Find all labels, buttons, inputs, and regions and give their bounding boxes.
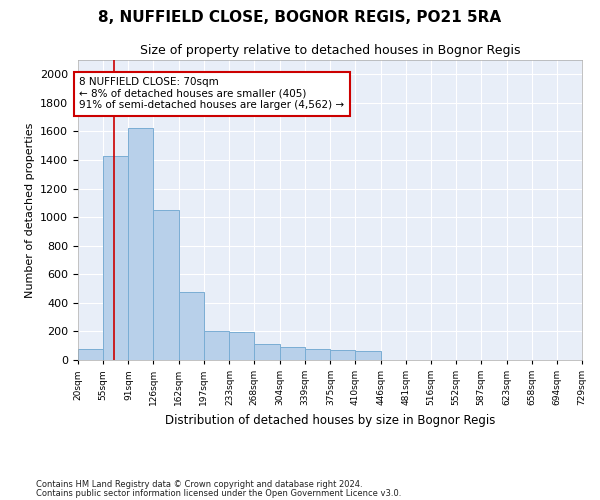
Bar: [305, 350, 331, 360]
Bar: [154, 210, 179, 360]
Text: 8 NUFFIELD CLOSE: 70sqm
← 8% of detached houses are smaller (405)
91% of semi-de: 8 NUFFIELD CLOSE: 70sqm ← 8% of detached…: [79, 77, 344, 110]
Bar: [331, 350, 355, 360]
Bar: [179, 292, 204, 360]
Text: Contains public sector information licensed under the Open Government Licence v3: Contains public sector information licen…: [36, 489, 401, 498]
Text: 8, NUFFIELD CLOSE, BOGNOR REGIS, PO21 5RA: 8, NUFFIELD CLOSE, BOGNOR REGIS, PO21 5R…: [98, 10, 502, 25]
Title: Size of property relative to detached houses in Bognor Regis: Size of property relative to detached ho…: [140, 44, 520, 58]
Bar: [229, 332, 254, 360]
X-axis label: Distribution of detached houses by size in Bognor Regis: Distribution of detached houses by size …: [165, 414, 495, 426]
Bar: [355, 350, 381, 360]
Text: Contains HM Land Registry data © Crown copyright and database right 2024.: Contains HM Land Registry data © Crown c…: [36, 480, 362, 489]
Bar: [254, 344, 280, 360]
Y-axis label: Number of detached properties: Number of detached properties: [25, 122, 35, 298]
Bar: [204, 332, 229, 360]
Bar: [78, 350, 103, 360]
Bar: [128, 128, 154, 360]
Bar: [103, 156, 128, 360]
Bar: [280, 347, 305, 360]
